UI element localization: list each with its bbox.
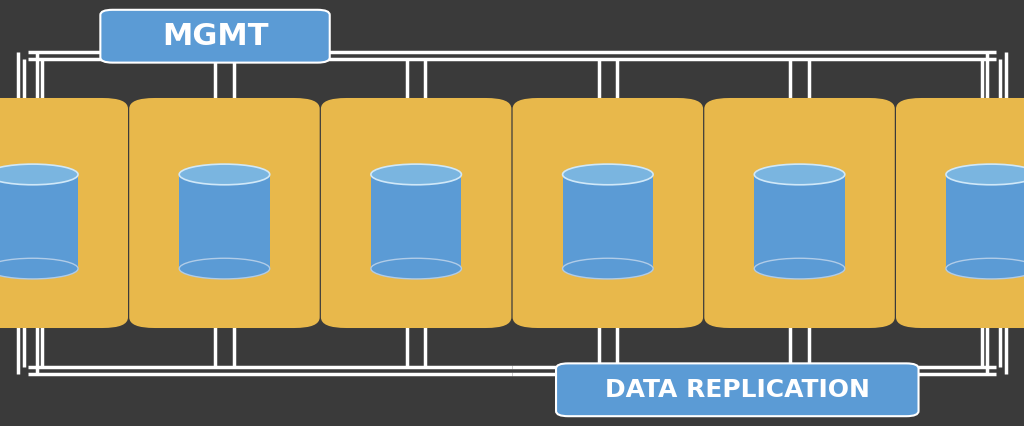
Ellipse shape: [179, 258, 269, 279]
FancyBboxPatch shape: [321, 98, 511, 328]
FancyBboxPatch shape: [556, 363, 919, 416]
Ellipse shape: [179, 164, 269, 185]
Ellipse shape: [371, 164, 462, 185]
Bar: [371, 175, 462, 268]
FancyBboxPatch shape: [705, 98, 895, 328]
FancyBboxPatch shape: [0, 98, 128, 328]
Bar: [946, 175, 1024, 268]
Ellipse shape: [0, 164, 78, 185]
FancyBboxPatch shape: [513, 98, 703, 328]
Bar: [179, 175, 269, 268]
FancyBboxPatch shape: [129, 98, 319, 328]
Bar: [562, 175, 653, 268]
Ellipse shape: [755, 164, 845, 185]
Ellipse shape: [755, 258, 845, 279]
Text: DATA REPLICATION: DATA REPLICATION: [605, 378, 869, 402]
Bar: [0, 175, 78, 268]
Ellipse shape: [562, 164, 653, 185]
Ellipse shape: [0, 258, 78, 279]
Ellipse shape: [562, 258, 653, 279]
Ellipse shape: [946, 258, 1024, 279]
Bar: [755, 175, 845, 268]
FancyBboxPatch shape: [896, 98, 1024, 328]
FancyBboxPatch shape: [100, 10, 330, 63]
Ellipse shape: [946, 164, 1024, 185]
Ellipse shape: [371, 258, 462, 279]
Text: MGMT: MGMT: [162, 22, 268, 51]
